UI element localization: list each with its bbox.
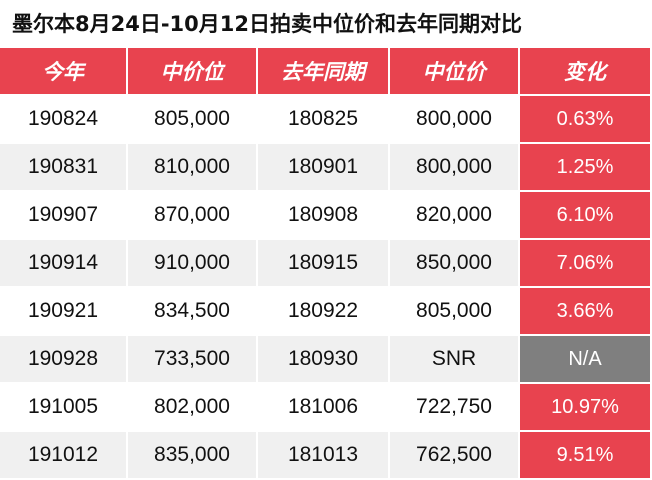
cell-median-last: 800,000 [390, 96, 520, 144]
cell-median-last: 850,000 [390, 240, 520, 288]
cell-median-this: 870,000 [128, 192, 258, 240]
cell-change: 9.51% [520, 432, 652, 480]
cell-median-this: 802,000 [128, 384, 258, 432]
cell-change: 10.97% [520, 384, 652, 432]
cell-median-last: 722,750 [390, 384, 520, 432]
cell-median-this: 733,500 [128, 336, 258, 384]
cell-this-year: 190928 [0, 336, 128, 384]
cell-median-this: 910,000 [128, 240, 258, 288]
page-title: 墨尔本8月24日-10月12日拍卖中位价和去年同期对比 [12, 12, 522, 36]
cell-median-this: 805,000 [128, 96, 258, 144]
cell-change: 0.63% [520, 96, 652, 144]
cell-last-year: 180908 [258, 192, 390, 240]
cell-change: 1.25% [520, 144, 652, 192]
cell-this-year: 190831 [0, 144, 128, 192]
header-change: 变化 [520, 48, 652, 96]
header-last-year: 去年同期 [258, 48, 390, 96]
cell-this-year: 191005 [0, 384, 128, 432]
cell-median-this: 834,500 [128, 288, 258, 336]
cell-median-this: 810,000 [128, 144, 258, 192]
cell-median-last: 820,000 [390, 192, 520, 240]
cell-this-year: 190921 [0, 288, 128, 336]
cell-median-last: 762,500 [390, 432, 520, 480]
cell-median-last: 800,000 [390, 144, 520, 192]
cell-last-year: 180930 [258, 336, 390, 384]
header-median-last: 中位价 [390, 48, 520, 96]
cell-this-year: 191012 [0, 432, 128, 480]
cell-median-last: 805,000 [390, 288, 520, 336]
cell-change: 6.10% [520, 192, 652, 240]
cell-last-year: 181013 [258, 432, 390, 480]
cell-median-last: SNR [390, 336, 520, 384]
cell-this-year: 190824 [0, 96, 128, 144]
header-this-year: 今年 [0, 48, 128, 96]
cell-this-year: 190907 [0, 192, 128, 240]
cell-last-year: 180825 [258, 96, 390, 144]
cell-median-this: 835,000 [128, 432, 258, 480]
header-median-this: 中价位 [128, 48, 258, 96]
cell-last-year: 180901 [258, 144, 390, 192]
cell-change: 3.66% [520, 288, 652, 336]
cell-last-year: 180915 [258, 240, 390, 288]
cell-last-year: 180922 [258, 288, 390, 336]
cell-change: 7.06% [520, 240, 652, 288]
cell-change: N/A [520, 336, 652, 384]
cell-this-year: 190914 [0, 240, 128, 288]
auction-table: 今年 中价位 去年同期 中位价 变化 190824 805,000 180825 80… [0, 48, 652, 480]
cell-last-year: 181006 [258, 384, 390, 432]
